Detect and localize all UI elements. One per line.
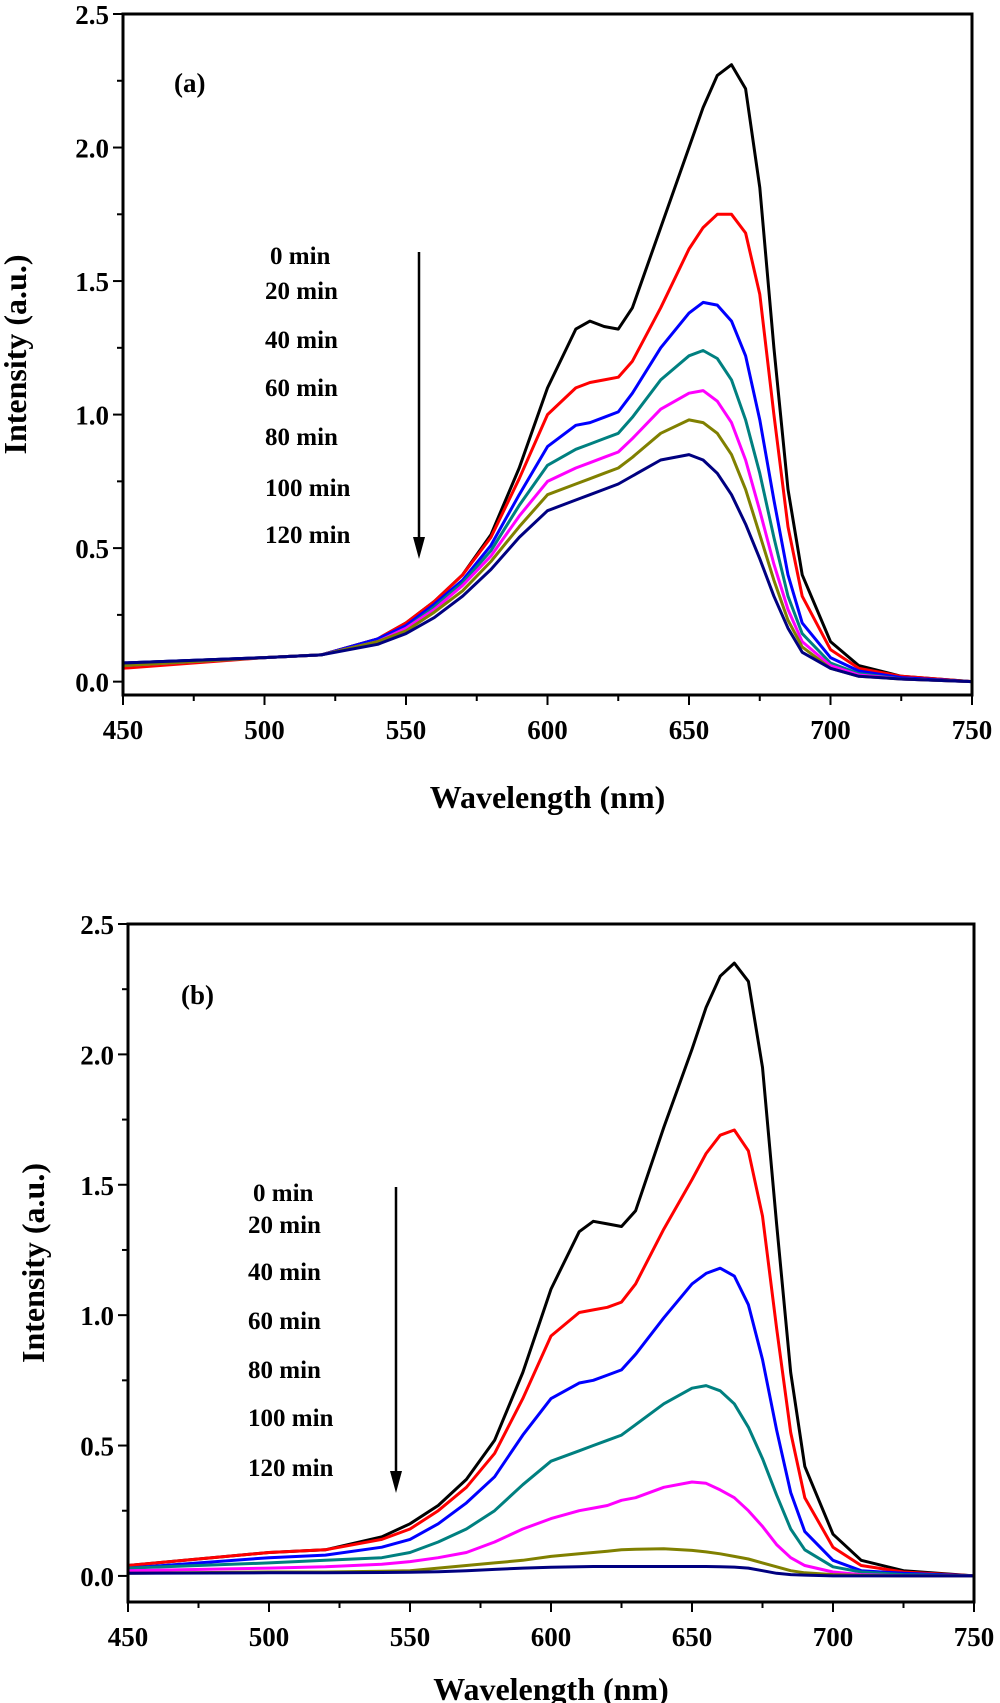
series-line-0-min: [122, 63, 973, 684]
arrow-down-icon: [413, 537, 425, 559]
arrow-down-icon: [390, 1471, 402, 1493]
panel-label: (a): [174, 68, 205, 98]
series-line-40-min: [127, 1266, 975, 1578]
time-label: 80 min: [248, 1357, 321, 1384]
y-tick-label: 1.5: [75, 267, 109, 297]
y-tick-label: 0.0: [75, 668, 109, 698]
x-tick-label: 450: [103, 715, 144, 745]
panel-label: (b): [181, 980, 214, 1010]
time-label: 120 min: [248, 1455, 334, 1482]
time-label: 100 min: [248, 1405, 334, 1432]
x-axis-title: Wavelength (nm): [430, 779, 666, 815]
time-label: 40 min: [248, 1259, 321, 1286]
time-label: 120 min: [265, 522, 351, 549]
time-label: 60 min: [265, 375, 338, 402]
y-tick-label: 1.5: [80, 1171, 114, 1201]
y-tick-label: 2.5: [80, 910, 114, 940]
chart-panel-b: 450 500 550 600 650 700 750 0.0 0.5 1.0 1.5 2.0 2.5 W…: [15, 910, 994, 1703]
series-line-20-min: [127, 1128, 975, 1578]
series-line-60-min: [127, 1384, 975, 1578]
x-tick-label: 750: [952, 715, 993, 745]
x-axis-title: Wavelength (nm): [433, 1671, 669, 1703]
y-tick-label: 0.0: [80, 1562, 114, 1592]
y-axis-title: Intensity (a.u.): [0, 254, 33, 454]
x-tick-label: 600: [527, 715, 568, 745]
x-tick-label: 600: [531, 1622, 572, 1652]
series-line-40-min: [122, 300, 973, 684]
y-tick-label: 2.0: [80, 1040, 114, 1070]
time-label: 0 min: [270, 243, 331, 270]
y-tick-label: 2.0: [75, 134, 109, 164]
x-tick-label: 650: [672, 1622, 713, 1652]
series-line-120-min: [127, 1565, 974, 1578]
time-label: 0 min: [253, 1180, 314, 1207]
y-tick-label: 1.0: [75, 401, 109, 431]
time-label: 60 min: [248, 1308, 321, 1335]
x-tick-label: 450: [108, 1622, 149, 1652]
x-tick-label: 550: [390, 1622, 431, 1652]
series-line-80-min: [127, 1480, 974, 1578]
time-label: 20 min: [248, 1212, 321, 1239]
y-tick-label: 0.5: [80, 1432, 114, 1462]
series-line-100-min: [122, 418, 973, 684]
plot-frame: [121, 12, 974, 697]
x-tick-label: 550: [386, 715, 427, 745]
time-label: 80 min: [265, 424, 338, 451]
x-tick-label: 700: [810, 715, 851, 745]
x-tick-label: 750: [954, 1622, 995, 1652]
y-tick-label: 0.5: [75, 534, 109, 564]
y-tick-label: 2.5: [75, 0, 109, 30]
x-tick-label: 500: [249, 1622, 290, 1652]
series-line-80-min: [122, 389, 973, 684]
x-tick-label: 650: [669, 715, 710, 745]
series-line-100-min: [127, 1547, 974, 1578]
x-tick-label: 700: [813, 1622, 854, 1652]
y-axis-title: Intensity (a.u.): [15, 1163, 51, 1363]
chart-panel-a: 450 500 550 600 650 700 750 0.0 0.5 1.0 1.5 2.0 2.5 W…: [0, 0, 992, 815]
time-label: 20 min: [265, 278, 338, 305]
series-line-60-min: [122, 349, 973, 684]
series-line-20-min: [122, 212, 973, 684]
x-tick-label: 500: [244, 715, 285, 745]
time-label: 40 min: [265, 327, 338, 354]
series-line-0-min: [127, 961, 975, 1578]
series-line-120-min: [122, 453, 973, 684]
time-label: 100 min: [265, 475, 351, 502]
y-tick-label: 1.0: [80, 1301, 114, 1331]
